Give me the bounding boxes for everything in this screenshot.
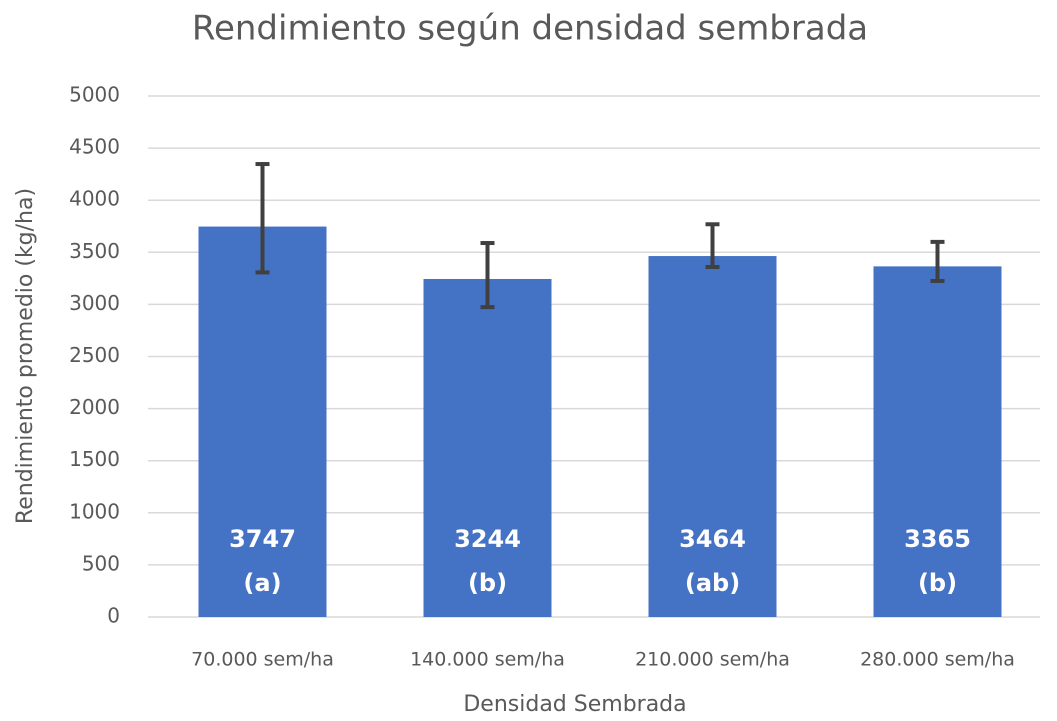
x-tick-label: 210.000 sem/ha <box>635 649 790 671</box>
y-tick-label: 4500 <box>69 135 120 159</box>
group-label: (b) <box>468 569 507 597</box>
data-label: 3464 <box>679 525 746 553</box>
x-tick-label: 280.000 sem/ha <box>860 649 1015 671</box>
group-label: (a) <box>243 569 281 597</box>
data-label: 3365 <box>904 525 971 553</box>
y-tick-label: 1000 <box>69 499 120 523</box>
group-label: (ab) <box>685 569 740 597</box>
y-tick-label: 1500 <box>69 447 120 471</box>
chart-title: Rendimiento según densidad sembrada <box>192 9 868 49</box>
y-axis-title: Rendimiento promedio (kg/ha) <box>13 188 38 524</box>
y-tick-label: 2000 <box>69 395 120 419</box>
x-tick-label: 140.000 sem/ha <box>410 649 565 671</box>
y-tick-label: 500 <box>82 551 120 575</box>
group-label: (b) <box>918 569 957 597</box>
x-axis-title: Densidad Sembrada <box>463 692 686 717</box>
x-tick-label: 70.000 sem/ha <box>191 649 334 671</box>
y-tick-label: 2500 <box>69 343 120 367</box>
bar <box>648 256 777 617</box>
data-label: 3747 <box>229 525 296 553</box>
data-label: 3244 <box>454 525 521 553</box>
y-tick-label: 5000 <box>69 83 120 107</box>
y-tick-label: 4000 <box>69 187 120 211</box>
bar <box>423 278 552 617</box>
y-tick-label: 3000 <box>69 291 120 315</box>
bar <box>873 266 1002 617</box>
y-tick-label: 0 <box>107 604 120 628</box>
y-tick-label: 3500 <box>69 239 120 263</box>
bar <box>198 226 327 617</box>
